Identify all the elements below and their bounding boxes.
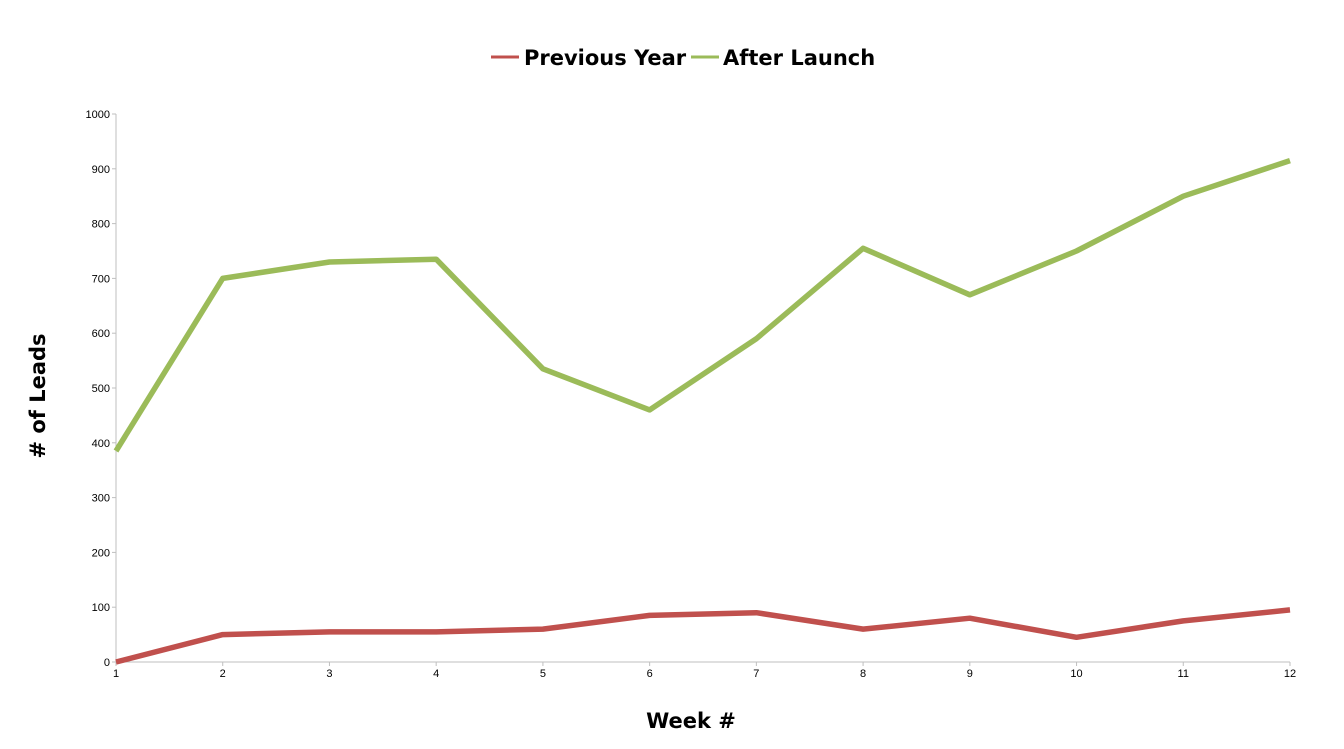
x-tick-label: 6 [647, 668, 653, 680]
x-tick-label: 12 [1284, 668, 1296, 680]
chart-series [113, 157, 1291, 665]
series-line-after-launch [113, 157, 1291, 453]
y-axis-title: # of Leads [26, 333, 50, 458]
x-tick-label: 8 [860, 668, 866, 680]
series-line-previous-year [115, 607, 1291, 665]
y-tick-label: 400 [92, 438, 110, 450]
x-axis-title: Week # [646, 709, 736, 733]
legend-label-previous-year: Previous Year [524, 46, 687, 70]
legend-label-after-launch: After Launch [723, 46, 875, 70]
y-tick-label: 100 [92, 602, 110, 614]
y-axis-ticks: 0 100 200 300 400 500 600 700 800 900 1000 [86, 109, 116, 669]
x-tick-label: 9 [967, 668, 973, 680]
y-tick-label: 1000 [86, 109, 110, 121]
x-tick-label: 5 [540, 668, 546, 680]
x-tick-label: 7 [753, 668, 759, 680]
x-tick-label: 2 [220, 668, 226, 680]
y-tick-label: 900 [92, 164, 110, 176]
y-tick-label: 0 [104, 657, 110, 669]
y-tick-label: 700 [92, 273, 110, 285]
y-tick-label: 600 [92, 328, 110, 340]
x-tick-label: 1 [113, 668, 119, 680]
x-tick-label: 4 [433, 668, 439, 680]
y-tick-label: 300 [92, 493, 110, 505]
x-tick-label: 3 [326, 668, 332, 680]
x-tick-label: 10 [1070, 668, 1082, 680]
y-tick-label: 500 [92, 383, 110, 395]
x-axis-ticks: 1 2 3 4 5 6 7 8 9 10 11 12 [113, 662, 1296, 680]
x-tick-label: 11 [1178, 668, 1189, 680]
y-tick-label: 800 [92, 219, 110, 231]
y-tick-label: 200 [92, 547, 110, 559]
chart-legend: Previous Year After Launch [491, 46, 875, 70]
